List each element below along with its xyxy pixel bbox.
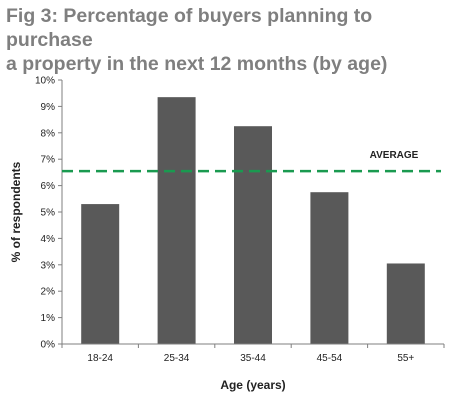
x-axis-ticks: 18-24 25-34 35-44 45-54 55+ <box>61 344 445 364</box>
y-tick-label: 5% <box>41 208 56 219</box>
y-axis-label: % of respondents <box>9 161 23 262</box>
y-tick-label: 6% <box>41 181 56 192</box>
y-tick-label: 2% <box>41 287 56 298</box>
x-tick-label: 45-54 <box>317 353 343 364</box>
chart-title: Fig 3: Percentage of buyers planning to … <box>6 4 454 76</box>
y-tick-label: 4% <box>41 234 56 245</box>
y-tick-label: 10% <box>35 76 55 87</box>
y-tick-label: 3% <box>41 260 56 271</box>
x-tick-label: 18-24 <box>87 353 113 364</box>
bar-45-54 <box>310 192 349 344</box>
y-axis-ticks: 0% 1% 2% 3% 4% 5% 6% 7% 8% 9% 10% <box>35 76 62 351</box>
bars <box>81 97 425 344</box>
y-tick-label: 7% <box>41 155 56 166</box>
x-tick-label: 35-44 <box>240 353 266 364</box>
bar-25-34 <box>157 97 196 344</box>
x-axis-label: Age (years) <box>220 378 285 392</box>
y-tick-label: 8% <box>41 128 56 139</box>
chart-title-line-1: Fig 3: Percentage of buyers planning to … <box>6 5 373 51</box>
x-tick-label: 25-34 <box>164 353 190 364</box>
bar-18-24 <box>81 204 120 344</box>
chart-title-line-2: a property in the next 12 months (by age… <box>6 53 388 75</box>
y-tick-label: 9% <box>41 102 56 113</box>
y-tick-label: 0% <box>41 340 56 351</box>
y-tick-label: 1% <box>41 313 56 324</box>
bar-55+ <box>386 263 425 344</box>
average-label: AVERAGE <box>370 150 419 161</box>
bar-35-44 <box>234 126 272 344</box>
x-tick-label: 55+ <box>397 353 414 364</box>
